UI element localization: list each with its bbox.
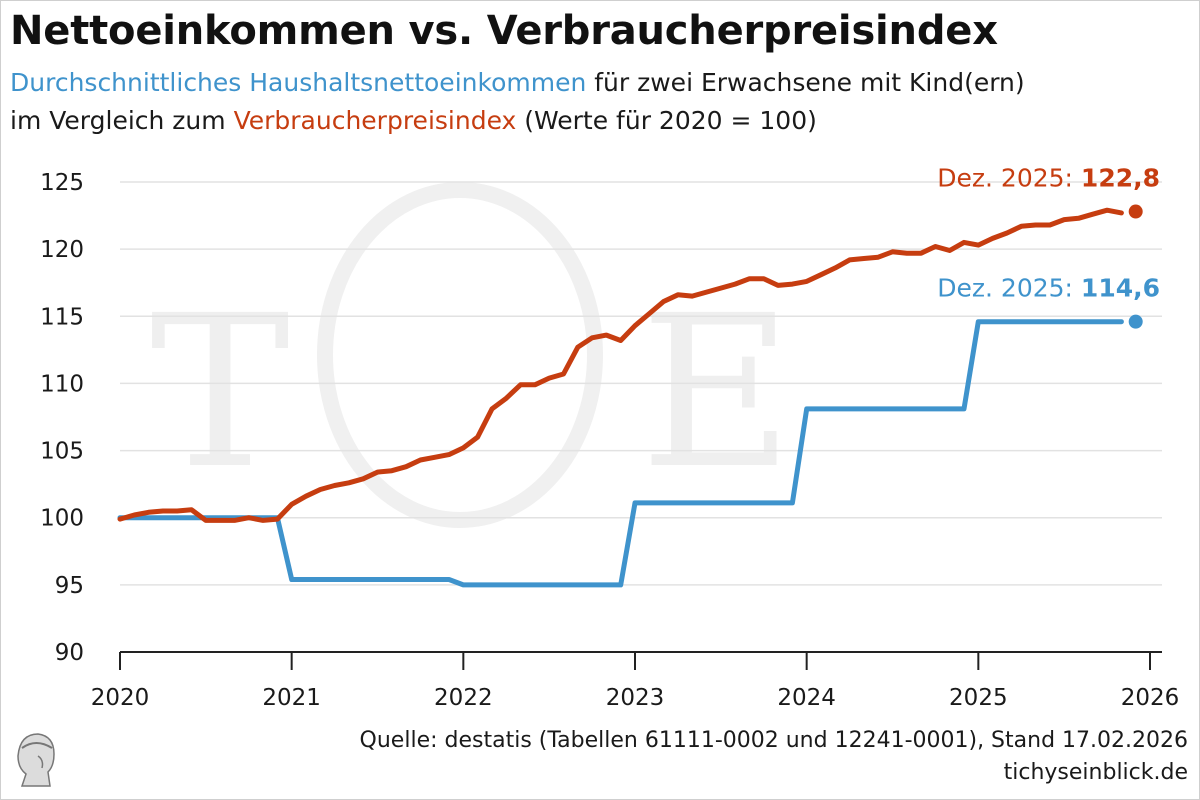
watermark-head-icon [317, 182, 603, 528]
y-tick-label-95: 95 [55, 573, 84, 599]
source-note: Quelle: destatis (Tabellen 61111-0002 un… [359, 728, 1188, 753]
x-tick-label-2020: 2020 [91, 685, 150, 711]
gridlines [120, 181, 1162, 586]
y-tick-label-100: 100 [40, 506, 84, 532]
endpoint-label-prefix: Dez. 2025: [937, 164, 1081, 193]
subtitle-text-3: (Werte für 2020 = 100) [516, 106, 817, 135]
y-tick-label-90: 90 [55, 640, 84, 666]
series-line-cpi [117, 207, 1124, 523]
endpoint-label-value: 122,8 [1081, 164, 1160, 193]
chart-title: Nettoeinkommen vs. Verbraucherpreisindex [10, 8, 998, 54]
y-axis-ticks: 90 95 100 105 110 115 120 125 [40, 170, 84, 666]
x-tick-label-2023: 2023 [606, 685, 665, 711]
endpoint-label-1: Dez. 2025: 114,6 [937, 274, 1160, 303]
endpoint-dot-1 [1128, 314, 1143, 329]
publisher-logo-icon [17, 733, 55, 787]
watermark-logo: T E [150, 182, 793, 528]
endpoint-label-value: 114,6 [1081, 274, 1160, 303]
x-tick-label-2026: 2026 [1121, 685, 1180, 711]
y-tick-label-115: 115 [40, 304, 84, 330]
series-lines [117, 207, 1124, 588]
subtitle-cpi-label: Verbraucherpreisindex [233, 106, 517, 135]
endpoint-label-prefix: Dez. 2025: [937, 274, 1081, 303]
watermark-letter-e: E [640, 270, 793, 515]
series-line-income [117, 319, 1124, 588]
subtitle-text-1: für zwei Erwachsene mit Kind(ern) [586, 68, 1025, 97]
endpoint-label-0: Dez. 2025: 122,8 [937, 164, 1160, 193]
x-tick-label-2022: 2022 [434, 685, 493, 711]
watermark-letter-t: T [150, 270, 290, 515]
x-axis: 2020 2021 2022 2023 2024 2025 2026 [91, 651, 1180, 711]
x-tick-label-2021: 2021 [262, 685, 321, 711]
x-tick-label-2024: 2024 [777, 685, 836, 711]
chart-subtitle: Durchschnittliches Haushaltsnettoeinkomm… [10, 64, 1195, 140]
y-tick-label-110: 110 [40, 371, 84, 397]
subtitle-income-label: Durchschnittliches Haushaltsnettoeinkomm… [10, 68, 587, 97]
y-tick-label-120: 120 [40, 237, 84, 263]
endpoint-dot-0 [1128, 204, 1143, 219]
y-tick-label-125: 125 [40, 170, 84, 196]
y-tick-label-105: 105 [40, 439, 84, 465]
subtitle-text-2: im Vergleich zum [10, 106, 234, 135]
site-link[interactable]: tichyseinblick.de [1003, 760, 1188, 785]
x-tick-label-2025: 2025 [949, 685, 1008, 711]
